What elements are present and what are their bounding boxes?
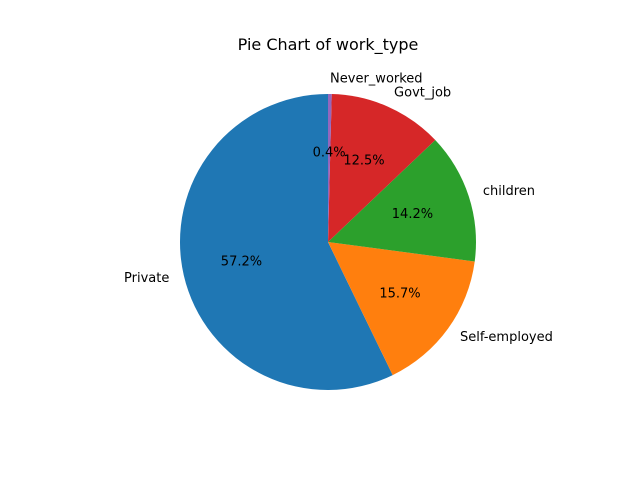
pie-slice-never-worked bbox=[328, 94, 332, 242]
pie-labels: Private 57.2% Self-employed 15.7% children 14… bbox=[124, 72, 553, 345]
slice-label-private: Private bbox=[124, 271, 169, 286]
pie-slices bbox=[179, 93, 476, 390]
slice-percent-never-worked: 0.4% bbox=[313, 146, 346, 161]
chart-title: Pie Chart of work_type bbox=[238, 35, 419, 55]
pie-slice-self-employed bbox=[328, 242, 475, 376]
slice-label-self-employed: Self-employed bbox=[460, 330, 553, 345]
pie-slice-govt-job bbox=[328, 94, 436, 242]
slice-label-never-worked: Never_worked bbox=[330, 72, 423, 87]
slice-label-children: children bbox=[483, 184, 535, 199]
pie-slice-children bbox=[328, 140, 476, 262]
slice-percent-self-employed: 15.7% bbox=[379, 286, 420, 301]
slice-percent-govt-job: 12.5% bbox=[343, 153, 384, 168]
slice-label-govt-job: Govt_job bbox=[394, 86, 451, 101]
slice-percent-private: 57.2% bbox=[221, 254, 262, 269]
slice-percent-children: 14.2% bbox=[392, 207, 433, 222]
pie-slice-private bbox=[179, 93, 393, 390]
